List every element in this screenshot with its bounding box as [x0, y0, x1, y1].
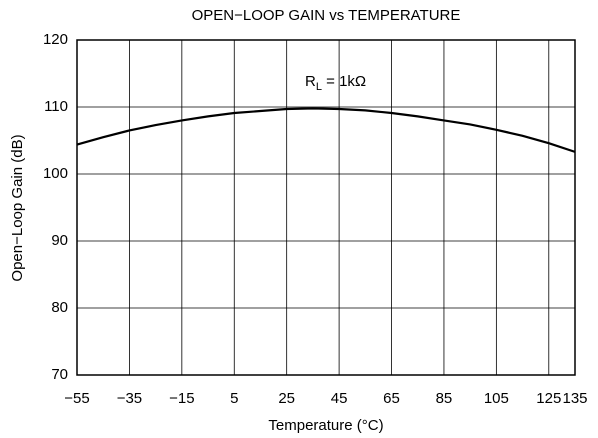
- x-tick-label: 135: [562, 390, 587, 407]
- x-tick-label: 85: [436, 390, 453, 407]
- annotation-subscript: L: [316, 81, 322, 93]
- x-tick-label: 125: [536, 390, 561, 407]
- y-tick-label: 120: [43, 31, 68, 48]
- y-axis-label: Open−Loop Gain (dB): [9, 134, 26, 281]
- y-tick-label: 70: [51, 366, 68, 383]
- x-tick-label: 25: [278, 390, 295, 407]
- annotation-text: R: [305, 73, 316, 90]
- chart-title: OPEN−LOOP GAIN vs TEMPERATURE: [192, 7, 461, 24]
- y-tick-label: 110: [44, 98, 68, 115]
- x-tick-label: 45: [331, 390, 348, 407]
- x-tick-label: 65: [383, 390, 400, 407]
- annotation: RL = 1kΩ: [305, 73, 366, 93]
- x-tick-label: −55: [64, 390, 89, 407]
- x-tick-label: −35: [117, 390, 142, 407]
- y-tick-label: 90: [51, 232, 68, 249]
- y-tick-label: 80: [51, 299, 68, 316]
- x-tick-label: 105: [484, 390, 509, 407]
- x-tick-label: 5: [230, 390, 238, 407]
- plot-frame: [76, 39, 576, 376]
- x-tick-label: −15: [169, 390, 194, 407]
- x-axis-label: Temperature (°C): [268, 417, 383, 434]
- line: [76, 107, 576, 153]
- y-tick-label: 100: [43, 165, 68, 182]
- annotation-text: = 1kΩ: [322, 73, 366, 90]
